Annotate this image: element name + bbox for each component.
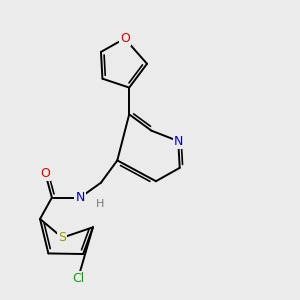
Text: O: O <box>40 167 50 180</box>
Text: O: O <box>120 32 130 45</box>
Text: S: S <box>58 231 66 244</box>
Text: N: N <box>76 191 85 204</box>
Text: N: N <box>173 135 183 148</box>
Text: H: H <box>96 199 105 209</box>
Text: Cl: Cl <box>72 272 84 285</box>
